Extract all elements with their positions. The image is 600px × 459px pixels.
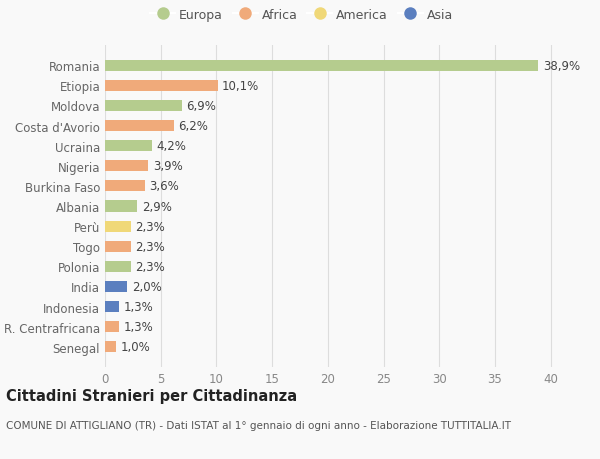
- Bar: [105, 81, 218, 92]
- Bar: [105, 101, 182, 112]
- Bar: [105, 121, 174, 132]
- Text: 2,3%: 2,3%: [135, 260, 165, 273]
- Text: 10,1%: 10,1%: [222, 79, 259, 93]
- Text: 2,0%: 2,0%: [132, 280, 161, 293]
- Bar: [105, 302, 119, 313]
- Bar: [105, 141, 152, 152]
- Bar: [105, 341, 116, 353]
- Bar: [105, 221, 131, 232]
- Text: 3,9%: 3,9%: [153, 160, 182, 173]
- Bar: [105, 61, 538, 72]
- Bar: [105, 281, 127, 292]
- Text: 1,0%: 1,0%: [121, 341, 151, 353]
- Text: 3,6%: 3,6%: [149, 180, 179, 193]
- Bar: [105, 321, 119, 332]
- Bar: [105, 261, 131, 272]
- Text: Cittadini Stranieri per Cittadinanza: Cittadini Stranieri per Cittadinanza: [6, 388, 297, 403]
- Bar: [105, 161, 148, 172]
- Text: 1,3%: 1,3%: [124, 320, 154, 334]
- Legend: Europa, Africa, America, Asia: Europa, Africa, America, Asia: [150, 9, 453, 22]
- Text: 2,9%: 2,9%: [142, 200, 172, 213]
- Bar: [105, 201, 137, 212]
- Text: 4,2%: 4,2%: [156, 140, 186, 153]
- Text: 6,9%: 6,9%: [187, 100, 216, 112]
- Text: COMUNE DI ATTIGLIANO (TR) - Dati ISTAT al 1° gennaio di ogni anno - Elaborazione: COMUNE DI ATTIGLIANO (TR) - Dati ISTAT a…: [6, 420, 511, 430]
- Bar: [105, 181, 145, 192]
- Text: 2,3%: 2,3%: [135, 240, 165, 253]
- Text: 1,3%: 1,3%: [124, 301, 154, 313]
- Text: 2,3%: 2,3%: [135, 220, 165, 233]
- Text: 6,2%: 6,2%: [179, 120, 208, 133]
- Text: 38,9%: 38,9%: [543, 60, 580, 73]
- Bar: [105, 241, 131, 252]
